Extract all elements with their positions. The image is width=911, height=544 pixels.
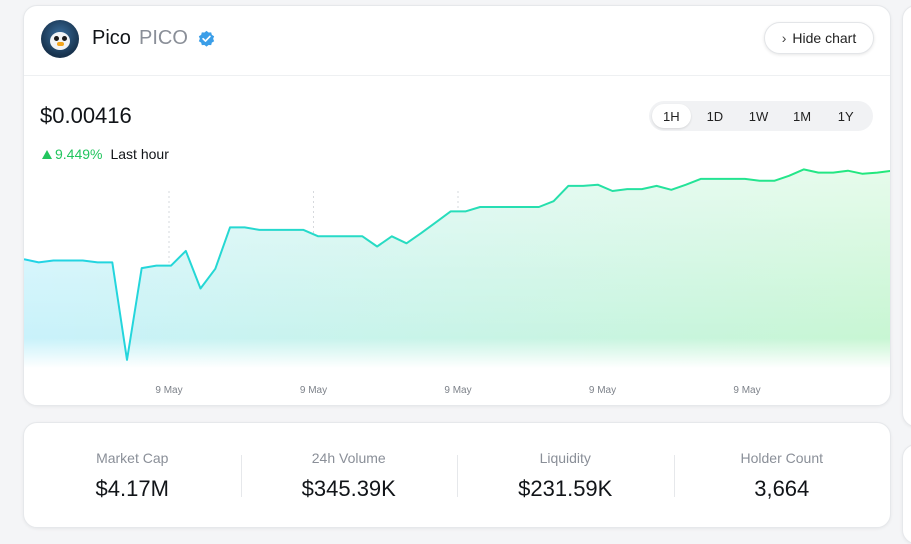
price-line-chart: 9 May 9 May 9 May 9 May 9 May [24,168,890,396]
x-tick-label: 9 May [444,385,471,396]
stat-value: 3,664 [754,476,810,501]
stat-liquidity: Liquidity $231.59K [457,423,674,527]
price-change-value: 9.449% [55,146,103,162]
stat-value: $345.39K [301,476,396,501]
price-chart-card: Pico PICO › Hide chart $0.00416 9.449% L… [23,5,891,406]
stat-label: Market Cap [96,450,169,466]
timeframe-1m[interactable]: 1M [793,108,812,124]
x-tick-label: 9 May [155,385,182,396]
chevron-right-icon: › [781,30,787,46]
stat-value: $231.59K [518,476,613,501]
timeframe-1d[interactable]: 1D [706,108,724,124]
penguin-avatar-icon [41,20,79,58]
token-header: Pico PICO › Hide chart [24,6,890,76]
timeframe-1h[interactable]: 1H [652,104,691,128]
x-tick-label: 9 May [733,385,760,396]
verified-badge-icon [198,30,215,47]
stat-label: Holder Count [740,450,824,466]
price-change-percent: 9.449% [42,146,102,162]
price-series-line [24,168,890,361]
side-panel-card [902,5,911,427]
current-price: $0.00416 [40,103,132,128]
stat-24h-volume: 24h Volume $345.39K [241,423,458,527]
price-change-period: Last hour [110,146,169,162]
token-stats-card: Market Cap $4.17M 24h Volume $345.39K Li… [23,422,891,528]
stat-holder-count: Holder Count 3,664 [674,423,891,527]
stat-market-cap: Market Cap $4.17M [24,423,241,527]
x-tick-label: 9 May [589,385,616,396]
hide-chart-label: Hide chart [792,30,857,46]
chart-area-fade [24,169,890,368]
timeframe-selector: 1H 1D 1W 1M 1Y [649,101,873,131]
hide-chart-button[interactable]: › Hide chart [764,22,874,54]
timeframe-1w[interactable]: 1W [748,108,769,124]
triangle-up-icon [42,149,52,159]
stat-divider [241,455,242,497]
token-name: Pico [92,27,131,49]
price-change-row: 9.449% Last hour [42,146,169,162]
stat-value: $4.17M [95,476,169,501]
stat-label: 24h Volume [311,450,386,466]
side-panel-card-lower [902,444,911,544]
stat-divider [457,455,458,497]
stat-label: Liquidity [539,450,591,466]
stat-divider [674,455,675,497]
token-symbol: PICO [139,27,188,49]
timeframe-1y[interactable]: 1Y [837,108,854,124]
x-tick-label: 9 May [300,385,327,396]
